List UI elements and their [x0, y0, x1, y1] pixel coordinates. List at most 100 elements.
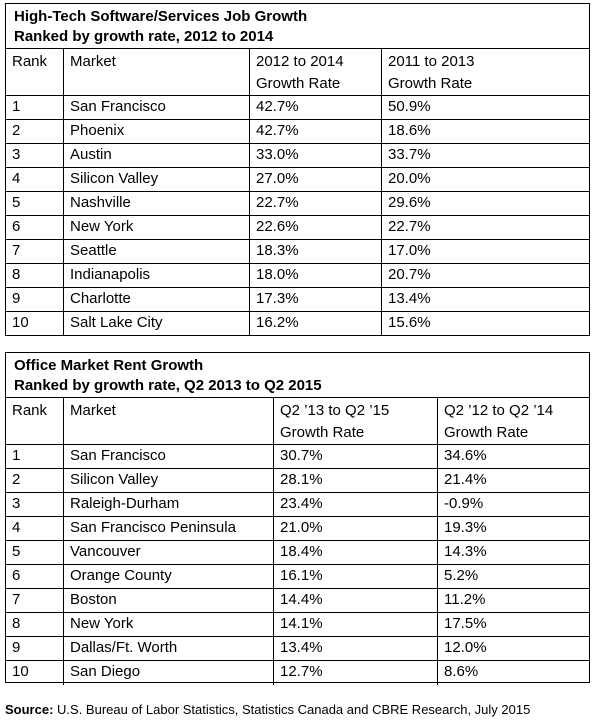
- growth-cell: 23.4%: [274, 493, 438, 516]
- prior-growth-cell: 8.6%: [444, 663, 479, 680]
- market-cell: San Francisco: [64, 96, 250, 119]
- prior-growth-cell: 12.0%: [444, 639, 487, 656]
- table-row: 10 Salt Lake City 16.2% 15.6%: [6, 312, 589, 336]
- market-cell: San Diego: [64, 661, 274, 685]
- header-growth-q2-12-q2-14: Q2 ’12 to Q2 ’14 Growth Rate: [444, 402, 554, 441]
- header-rank: Rank: [6, 398, 64, 444]
- table-row: 7 Seattle 18.3% 17.0%: [6, 240, 589, 264]
- growth-cell: 14.1%: [274, 613, 438, 636]
- market-cell: Silicon Valley: [64, 469, 274, 492]
- table-body: 1 San Francisco 30.7% 34.6% 2 Silicon Valley 2…: [6, 445, 589, 685]
- growth-cell: 16.2%: [250, 312, 382, 336]
- growth-cell: 42.7%: [250, 96, 382, 119]
- rank-cell: 2: [6, 469, 64, 492]
- header-market: Market: [64, 398, 274, 444]
- table-body: 1 San Francisco 42.7% 50.9% 2 Phoenix 42.7% 18.…: [6, 96, 589, 336]
- table-row: 8 Indianapolis 18.0% 20.7%: [6, 264, 589, 288]
- prior-growth-cell: 20.0%: [388, 170, 431, 187]
- rank-cell: 2: [6, 120, 64, 143]
- market-cell: San Francisco: [64, 445, 274, 468]
- rank-cell: 7: [6, 589, 64, 612]
- market-cell: Seattle: [64, 240, 250, 263]
- table-subtitle: Ranked by growth rate, Q2 2013 to Q2 201…: [14, 377, 322, 394]
- rank-cell: 1: [6, 96, 64, 119]
- growth-cell: 30.7%: [274, 445, 438, 468]
- table-row: 5 Nashville 22.7% 29.6%: [6, 192, 589, 216]
- prior-growth-cell: 19.3%: [444, 519, 487, 536]
- market-cell: Salt Lake City: [64, 312, 250, 336]
- table-row: 3 Austin 33.0% 33.7%: [6, 144, 589, 168]
- table-row: 4 San Francisco Peninsula 21.0% 19.3%: [6, 517, 589, 541]
- prior-growth-cell: 34.6%: [444, 447, 487, 464]
- market-cell: New York: [64, 216, 250, 239]
- prior-growth-cell: 17.5%: [444, 615, 487, 632]
- rank-cell: 6: [6, 216, 64, 239]
- rank-cell: 10: [6, 312, 64, 336]
- prior-growth-cell: 20.7%: [388, 266, 431, 283]
- growth-cell: 22.7%: [250, 192, 382, 215]
- growth-cell: 12.7%: [274, 661, 438, 685]
- rank-cell: 5: [6, 541, 64, 564]
- header-market: Market: [64, 49, 250, 95]
- rank-cell: 3: [6, 144, 64, 167]
- rank-cell: 1: [6, 445, 64, 468]
- header-growth-2012-2014: 2012 to 2014 Growth Rate: [250, 49, 382, 95]
- rank-cell: 3: [6, 493, 64, 516]
- market-cell: Nashville: [64, 192, 250, 215]
- table-row: 5 Vancouver 18.4% 14.3%: [6, 541, 589, 565]
- rank-cell: 10: [6, 661, 64, 685]
- prior-growth-cell: 21.4%: [444, 471, 487, 488]
- prior-growth-cell: 22.7%: [388, 218, 431, 235]
- market-cell: Vancouver: [64, 541, 274, 564]
- rank-cell: 7: [6, 240, 64, 263]
- growth-cell: 14.4%: [274, 589, 438, 612]
- rent-growth-table: Office Market Rent Growth Ranked by grow…: [5, 352, 590, 685]
- prior-growth-cell: 14.3%: [444, 543, 487, 560]
- job-growth-table: High-Tech Software/Services Job Growth R…: [5, 3, 590, 336]
- table-row: 10 San Diego 12.7% 8.6%: [6, 661, 589, 685]
- growth-cell: 16.1%: [274, 565, 438, 588]
- table-subtitle: Ranked by growth rate, 2012 to 2014: [14, 28, 274, 45]
- rank-cell: 4: [6, 517, 64, 540]
- growth-cell: 18.4%: [274, 541, 438, 564]
- source-text: U.S. Bureau of Labor Statistics, Statist…: [53, 702, 531, 717]
- header-rank: Rank: [6, 49, 64, 95]
- table-header-row: Rank Market 2012 to 2014 Growth Rate 2011…: [6, 48, 589, 96]
- source-note: Source: U.S. Bureau of Labor Statistics,…: [5, 701, 530, 719]
- market-cell: Boston: [64, 589, 274, 612]
- prior-growth-cell: 29.6%: [388, 194, 431, 211]
- growth-cell: 28.1%: [274, 469, 438, 492]
- table-row: 7 Boston 14.4% 11.2%: [6, 589, 589, 613]
- rank-cell: 5: [6, 192, 64, 215]
- table-row: 2 Phoenix 42.7% 18.6%: [6, 120, 589, 144]
- market-cell: San Francisco Peninsula: [64, 517, 274, 540]
- growth-cell: 17.3%: [250, 288, 382, 311]
- growth-cell: 33.0%: [250, 144, 382, 167]
- growth-cell: 18.3%: [250, 240, 382, 263]
- prior-growth-cell: 50.9%: [388, 98, 431, 115]
- growth-cell: 27.0%: [250, 168, 382, 191]
- growth-cell: 13.4%: [274, 637, 438, 660]
- market-cell: Orange County: [64, 565, 274, 588]
- prior-growth-cell: 15.6%: [388, 314, 431, 331]
- table-row: 8 New York 14.1% 17.5%: [6, 613, 589, 637]
- market-cell: Raleigh-Durham: [64, 493, 274, 516]
- market-cell: Austin: [64, 144, 250, 167]
- table-row: 1 San Francisco 42.7% 50.9%: [6, 96, 589, 120]
- table-row: 1 San Francisco 30.7% 34.6%: [6, 445, 589, 469]
- market-cell: Phoenix: [64, 120, 250, 143]
- table-header-row: Rank Market Q2 ’13 to Q2 ’15 Growth Rate …: [6, 397, 589, 445]
- market-cell: New York: [64, 613, 274, 636]
- prior-growth-cell: 18.6%: [388, 122, 431, 139]
- header-growth-q2-13-q2-15: Q2 ’13 to Q2 ’15 Growth Rate: [274, 398, 438, 444]
- table-title: High-Tech Software/Services Job Growth: [14, 8, 308, 25]
- growth-cell: 22.6%: [250, 216, 382, 239]
- rank-cell: 9: [6, 288, 64, 311]
- rank-cell: 6: [6, 565, 64, 588]
- rank-cell: 4: [6, 168, 64, 191]
- source-label: Source:: [5, 702, 54, 717]
- prior-growth-cell: -0.9%: [444, 495, 484, 512]
- table-title-block: High-Tech Software/Services Job Growth R…: [6, 4, 589, 48]
- rank-cell: 8: [6, 613, 64, 636]
- table-row: 4 Silicon Valley 27.0% 20.0%: [6, 168, 589, 192]
